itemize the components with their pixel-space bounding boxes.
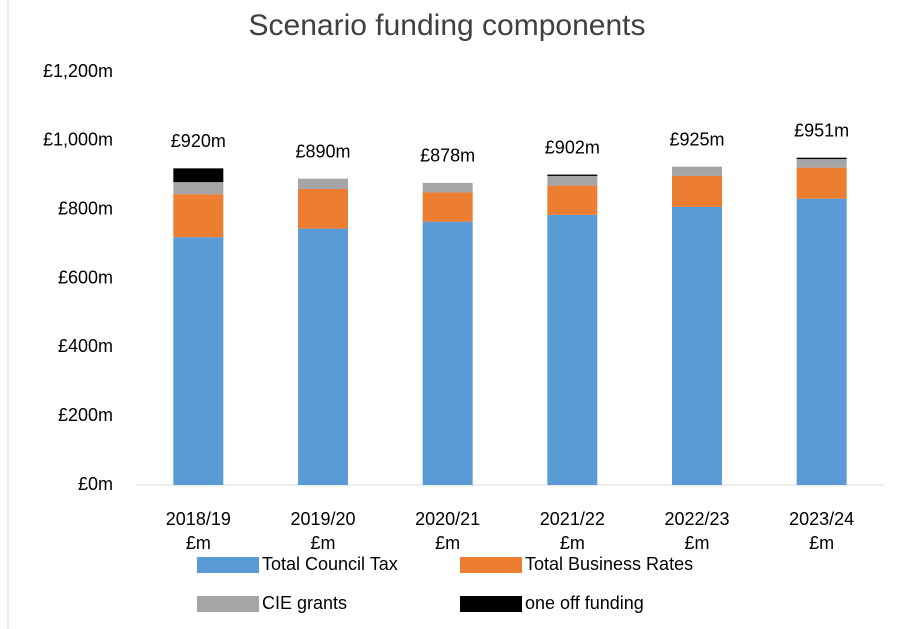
bar-segment: [547, 214, 598, 485]
y-tick-label: £1,000m: [43, 130, 113, 150]
bar-segment: [422, 221, 473, 485]
total-label: £925m: [669, 129, 724, 149]
y-tick-label: £0m: [78, 474, 113, 494]
y-tick-label: £800m: [58, 198, 113, 218]
y-tick-label: £200m: [58, 405, 113, 425]
y-tick-label: £1,200m: [43, 61, 113, 81]
x-tick-label: 2020/21 £m: [415, 509, 481, 553]
chart-title: Scenario funding components: [249, 9, 646, 42]
bar-segment: [298, 178, 348, 190]
total-label: £890m: [295, 141, 350, 161]
bar-segment: [173, 237, 224, 485]
bar-segment: [422, 182, 473, 193]
bar-segment: [173, 168, 224, 183]
legend-swatch: [197, 596, 259, 612]
y-tick-label: £400m: [58, 336, 113, 356]
legend-label: CIE grants: [262, 593, 347, 613]
bar-segment: [547, 175, 598, 186]
bar-segment: [422, 192, 473, 222]
x-tick-label: 2019/20 £m: [290, 509, 356, 553]
x-tick-label: 2021/22 £m: [539, 509, 605, 553]
legend-swatch: [197, 557, 259, 573]
bar-segment: [796, 157, 847, 160]
legend-label: Total Council Tax: [262, 554, 398, 574]
total-label: £951m: [794, 120, 849, 140]
x-tick-label: 2023/24 £m: [789, 509, 855, 553]
bar-segment: [672, 175, 722, 207]
bar-segment: [173, 194, 224, 238]
total-label: £920m: [171, 131, 226, 151]
bar-segment: [672, 166, 722, 176]
legend-swatch: [460, 557, 522, 573]
legend-label: one off funding: [525, 593, 644, 613]
x-tick-label: 2018/19 £m: [165, 509, 231, 553]
total-label: £902m: [545, 137, 600, 157]
bar-segment: [173, 182, 224, 195]
total-label: £878m: [420, 146, 475, 166]
bar-segment: [796, 159, 847, 168]
y-tick-label: £600m: [58, 267, 113, 287]
legend-label: Total Business Rates: [525, 554, 693, 574]
legend-swatch: [460, 596, 522, 612]
bar-segment: [547, 185, 598, 215]
bar-segment: [298, 228, 348, 486]
bar-segment: [796, 167, 847, 199]
bar-segment: [547, 174, 598, 176]
x-tick-label: 2022/23 £m: [664, 509, 730, 553]
bar-segment: [796, 198, 847, 486]
bar-segment: [298, 189, 348, 229]
bar-segment: [672, 206, 722, 485]
